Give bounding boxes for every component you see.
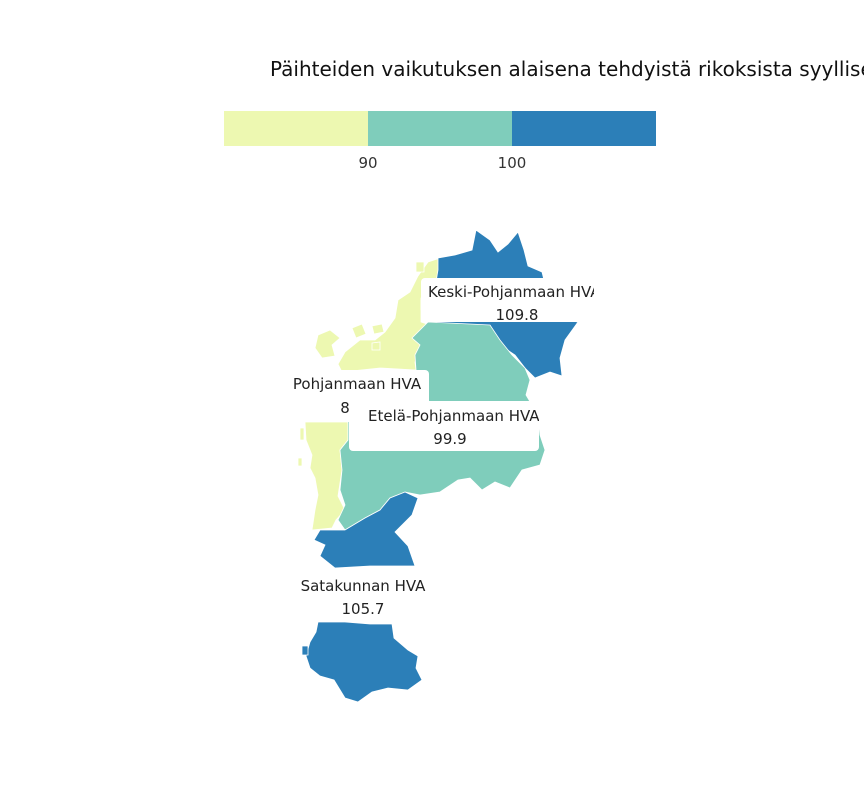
legend-bin-high <box>512 111 656 146</box>
label-box-satakunta <box>292 570 434 622</box>
legend-bin-mid <box>368 111 512 146</box>
legend-bin-low <box>224 111 368 146</box>
label-box-etela-pohjanmaa <box>349 401 539 451</box>
region-name-satakunta: Satakunnan HVA <box>301 577 427 595</box>
map-title: Päihteiden vaikutuksen alaisena tehdyist… <box>270 57 864 81</box>
region-name-keski-pohjanmaa: Keski-Pohjanmaan HVA <box>428 283 601 301</box>
region-value-etela-pohjanmaa: 99.9 <box>433 430 466 448</box>
label-box-keski-pohjanmaa <box>421 278 594 322</box>
region-name-pohjanmaa: Pohjanmaan HVA <box>293 375 422 393</box>
region-name-etela-pohjanmaa: Etelä-Pohjanmaan HVA <box>368 407 540 425</box>
color-legend <box>224 111 656 146</box>
legend-tick-90: 90 <box>358 154 378 172</box>
region-value-keski-pohjanmaa: 109.8 <box>496 306 539 324</box>
legend-tick-100: 100 <box>497 154 527 172</box>
region-satakunta[interactable] <box>301 491 423 703</box>
region-pohjanmaa[interactable] <box>297 257 441 531</box>
region-value-satakunta: 105.7 <box>342 600 385 618</box>
